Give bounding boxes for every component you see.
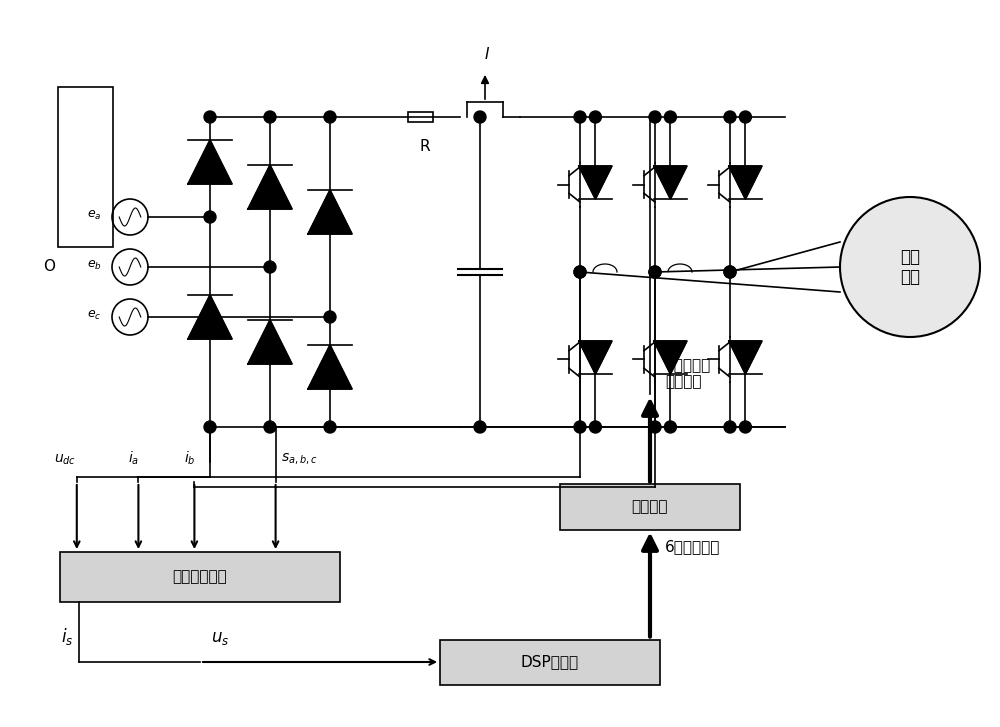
Text: 驱动电路: 驱动电路 bbox=[632, 499, 668, 515]
Polygon shape bbox=[188, 295, 232, 339]
FancyBboxPatch shape bbox=[440, 640, 660, 685]
Circle shape bbox=[264, 111, 276, 123]
Circle shape bbox=[574, 266, 586, 278]
Text: e$_a$: e$_a$ bbox=[87, 209, 102, 222]
Text: e$_c$: e$_c$ bbox=[87, 308, 102, 321]
Text: 电压电流采样: 电压电流采样 bbox=[173, 569, 227, 585]
Circle shape bbox=[324, 111, 336, 123]
Polygon shape bbox=[248, 165, 292, 209]
Text: R: R bbox=[420, 139, 430, 154]
Bar bbox=[58, 87, 113, 247]
Circle shape bbox=[264, 261, 276, 273]
Text: $u_{dc}$: $u_{dc}$ bbox=[54, 453, 76, 467]
Circle shape bbox=[664, 421, 676, 433]
Circle shape bbox=[204, 111, 216, 123]
Circle shape bbox=[649, 266, 661, 278]
Circle shape bbox=[574, 266, 586, 278]
Circle shape bbox=[204, 211, 216, 223]
Text: $\boldsymbol{i_s}$: $\boldsymbol{i_s}$ bbox=[61, 626, 73, 647]
Polygon shape bbox=[729, 166, 762, 199]
Text: O: O bbox=[43, 260, 55, 275]
Circle shape bbox=[574, 421, 586, 433]
Circle shape bbox=[724, 421, 736, 433]
Circle shape bbox=[324, 311, 336, 323]
Polygon shape bbox=[248, 320, 292, 364]
Polygon shape bbox=[654, 166, 687, 199]
FancyBboxPatch shape bbox=[60, 552, 340, 602]
Polygon shape bbox=[188, 140, 232, 184]
Circle shape bbox=[649, 266, 661, 278]
Circle shape bbox=[589, 111, 601, 123]
Circle shape bbox=[649, 111, 661, 123]
Polygon shape bbox=[579, 166, 612, 199]
Text: $i_a$: $i_a$ bbox=[128, 449, 139, 467]
Circle shape bbox=[574, 111, 586, 123]
Text: $i_b$: $i_b$ bbox=[184, 449, 195, 467]
Text: $s_{a,b,c}$: $s_{a,b,c}$ bbox=[281, 452, 317, 467]
Text: $u_s$: $u_s$ bbox=[211, 629, 229, 647]
Circle shape bbox=[739, 111, 751, 123]
Text: DSP控制器: DSP控制器 bbox=[521, 654, 579, 670]
Polygon shape bbox=[579, 341, 612, 374]
Polygon shape bbox=[308, 345, 352, 389]
Circle shape bbox=[724, 266, 736, 278]
FancyBboxPatch shape bbox=[560, 484, 740, 529]
Text: 异步
电机: 异步 电机 bbox=[900, 248, 920, 286]
Circle shape bbox=[649, 421, 661, 433]
Circle shape bbox=[204, 421, 216, 433]
Circle shape bbox=[724, 266, 736, 278]
Circle shape bbox=[739, 421, 751, 433]
Text: 6路逆变器
驱动脉冲: 6路逆变器 驱动脉冲 bbox=[665, 357, 711, 390]
Text: I: I bbox=[485, 47, 489, 62]
Circle shape bbox=[664, 111, 676, 123]
Text: e$_b$: e$_b$ bbox=[87, 259, 102, 272]
Circle shape bbox=[724, 111, 736, 123]
Polygon shape bbox=[308, 190, 352, 234]
Polygon shape bbox=[654, 341, 687, 374]
Polygon shape bbox=[729, 341, 762, 374]
Bar bbox=[408, 112, 432, 122]
Circle shape bbox=[474, 111, 486, 123]
Text: 6路开关信号: 6路开关信号 bbox=[665, 539, 720, 555]
Circle shape bbox=[324, 421, 336, 433]
Circle shape bbox=[264, 421, 276, 433]
Circle shape bbox=[589, 421, 601, 433]
Circle shape bbox=[840, 197, 980, 337]
Circle shape bbox=[474, 421, 486, 433]
